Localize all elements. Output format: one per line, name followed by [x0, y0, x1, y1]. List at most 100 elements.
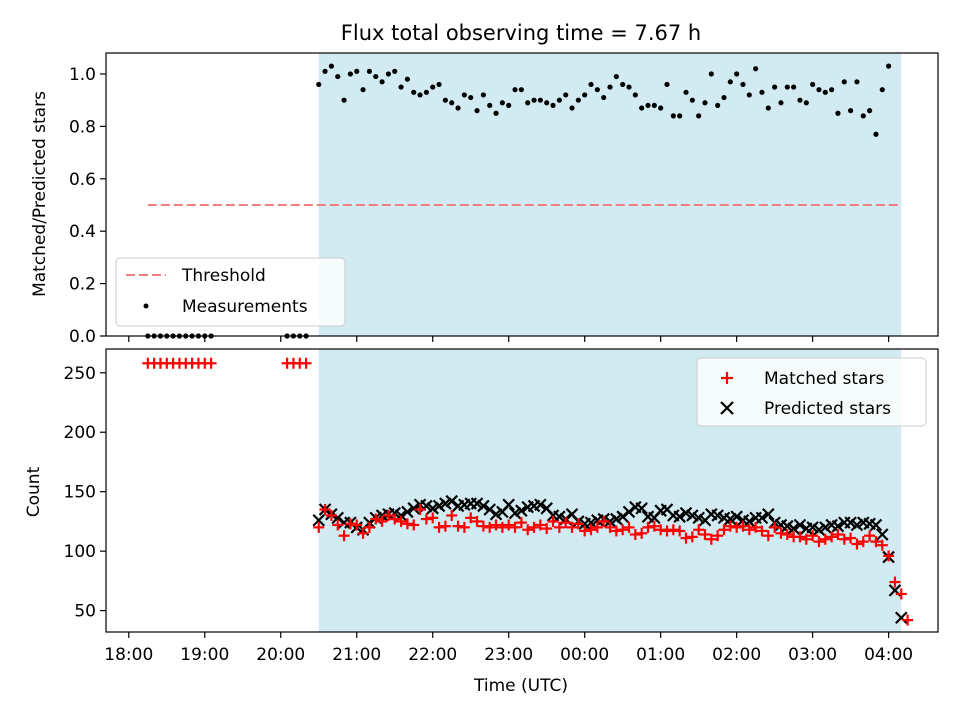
ratio-axes-frame [105, 52, 939, 337]
x-tick-label: 20:00 [256, 645, 305, 665]
measurement-point [575, 97, 581, 103]
matched-star-point [585, 524, 597, 536]
measurement-point [664, 81, 670, 88]
matched-star-point [503, 519, 515, 531]
matched-star-point [712, 530, 724, 542]
count-y-tick-label: 100 [64, 542, 96, 562]
measurement-point [658, 105, 664, 111]
ratio-legend: Threshold Measurements [115, 257, 346, 327]
measurement-point [778, 100, 784, 106]
measurement-point [765, 105, 771, 111]
measurement-point [696, 113, 702, 119]
matched-star-point [452, 520, 464, 532]
measurement-point [544, 100, 550, 106]
ratio-y-tick-label: 0.6 [69, 170, 96, 190]
matched-star-point [737, 520, 749, 532]
matched-star-point [325, 509, 337, 521]
predicted-star-point [622, 505, 636, 519]
measurement-point [328, 63, 335, 69]
matched-star-point [522, 524, 534, 536]
x-axis-label: Time (UTC) [473, 676, 568, 696]
matched-star-point [629, 528, 641, 540]
measurement-point [670, 113, 676, 119]
measurement-point [879, 87, 885, 93]
count-y-ticks: 50 100 150 200 250 [64, 364, 106, 622]
matched-star-point [528, 521, 540, 533]
matched-star-point [579, 525, 591, 537]
matched-star-point [515, 517, 527, 529]
measurement-point [480, 92, 486, 98]
matched-star-point [420, 513, 432, 525]
legend-threshold-label: Threshold [181, 266, 266, 286]
matched-star-point [731, 521, 743, 533]
legend-predicted-label: Predicted stars [764, 399, 891, 419]
measurement-point [822, 89, 828, 95]
matched-star-point [883, 550, 895, 562]
matched-star-point [838, 533, 850, 545]
count-panel: 50 100 150 200 250 18:00 19:00 20:00 21:00 22:00… [24, 348, 939, 696]
matched-star-point [414, 504, 426, 516]
matched-star-point [610, 525, 622, 537]
matched-star-point [389, 513, 401, 525]
measurement-point [708, 71, 714, 77]
measurement-point [601, 94, 607, 101]
measurement-point [860, 113, 866, 119]
measurement-point [366, 68, 373, 74]
measurement-point [740, 81, 746, 88]
matched-star-point [826, 531, 838, 543]
matched-star-point [680, 532, 692, 544]
measurement-point [398, 84, 404, 90]
measurement-point [854, 79, 860, 85]
ratio-y-label: Matched/Predicted stars [30, 91, 50, 297]
measurement-point [531, 97, 537, 103]
predicted-star-point [401, 505, 414, 519]
matched-star-point [693, 524, 705, 536]
ratio-y-tick-label: 1.0 [69, 65, 96, 85]
matched-star-point [667, 524, 679, 536]
matched-star-point [686, 531, 698, 543]
measurement-point [436, 81, 442, 88]
measurement-point [772, 84, 778, 90]
matched-star-point [724, 520, 736, 532]
x-tick-label: 21:00 [332, 645, 381, 665]
matched-star-point [819, 533, 831, 545]
matched-star-point [718, 524, 730, 536]
measurement-point [322, 68, 328, 74]
measurement-point [360, 87, 366, 93]
measurement-point [639, 105, 645, 111]
ratio-panel: 0.0 0.2 0.4 0.6 0.8 1.0 Matched/Predicted sta… [30, 52, 939, 347]
matched-star-point [572, 518, 584, 530]
matched-star-point [477, 520, 489, 532]
legend-matched-label: Matched stars [764, 369, 884, 389]
measurement-point [829, 87, 835, 93]
ratio-y-tick-label: 0.2 [69, 275, 96, 295]
matched-star-point [332, 519, 344, 531]
predicted-star-point [502, 498, 515, 512]
measurement-point [506, 102, 512, 109]
measurement-point [499, 100, 505, 106]
matched-star-point [832, 528, 844, 540]
ratio-y-tick-label: 0.0 [69, 327, 96, 347]
measurement-point [404, 76, 410, 82]
matched-star-point [851, 538, 863, 550]
predicted-star-point [755, 511, 769, 525]
count-y-label: Count [24, 466, 44, 517]
predicted-star-point [477, 499, 490, 513]
count-y-tick-label: 250 [64, 364, 96, 384]
measurement-point [354, 68, 360, 74]
matched-star-point [756, 525, 768, 537]
count-legend: Matched stars Predicted stars [696, 357, 927, 427]
measurement-point [474, 108, 480, 114]
matched-star-point [439, 520, 451, 532]
matched-star-point [509, 521, 521, 533]
predicted-star-point [407, 502, 421, 515]
matched-star-point [902, 614, 914, 626]
measurement-point [487, 102, 493, 109]
measurement-point [563, 92, 569, 98]
predicted-star-point [534, 498, 547, 512]
matched-star-point [382, 509, 394, 521]
measurement-point [411, 89, 417, 95]
measurement-point [620, 81, 626, 88]
measurement-point [423, 89, 429, 95]
measurement-point [734, 71, 740, 77]
